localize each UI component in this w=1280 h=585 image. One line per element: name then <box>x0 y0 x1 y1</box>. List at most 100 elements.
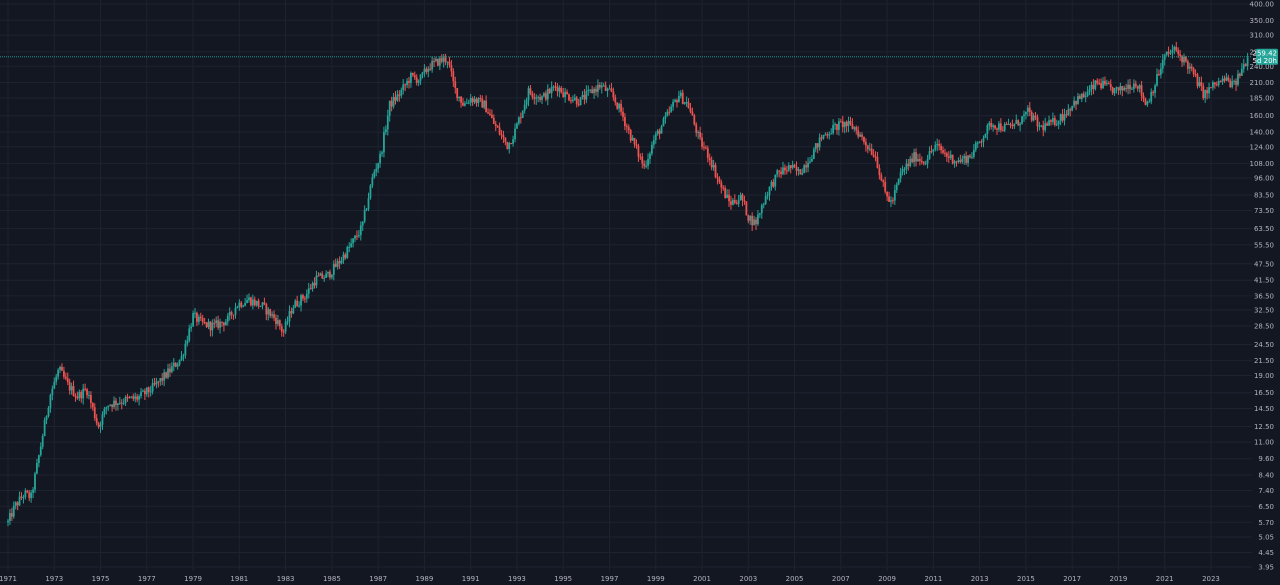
candle-body <box>7 520 9 523</box>
candle-body <box>340 260 343 264</box>
candle-body <box>448 61 451 66</box>
candle-body <box>523 104 526 111</box>
candle-body <box>454 81 457 89</box>
candle-body <box>201 318 204 323</box>
candle-body <box>1219 80 1222 82</box>
candle-body <box>275 317 277 325</box>
candle-body <box>45 416 48 421</box>
candle-body <box>637 145 640 157</box>
candle-body <box>853 127 856 129</box>
candle-body <box>1111 87 1114 94</box>
candle-body <box>1239 73 1241 76</box>
candle-body <box>190 326 193 329</box>
candle-body <box>410 73 412 83</box>
candle-body <box>363 209 366 222</box>
candle-body <box>587 89 590 91</box>
candle-body <box>465 102 468 104</box>
candle-body <box>375 168 378 172</box>
candle-body <box>292 307 295 314</box>
candle-body <box>1059 114 1062 122</box>
candle-body <box>641 156 644 164</box>
candle-body <box>273 314 275 318</box>
x-axis[interactable]: 1971 1973 1975 1977 1979 1981 1983 1985 1987 1989… <box>0 575 1220 583</box>
candle-body <box>381 152 383 154</box>
candle-body <box>988 122 991 126</box>
candle-body <box>1069 109 1072 111</box>
candle-body <box>838 121 840 130</box>
candle-body <box>126 396 129 398</box>
candle-body <box>691 111 694 116</box>
candle-body <box>512 139 514 144</box>
candle-body <box>591 89 594 94</box>
candle-body <box>868 148 871 150</box>
candle-body <box>427 68 430 72</box>
candle-body <box>59 366 61 370</box>
candle-body <box>259 306 262 308</box>
candle-body <box>1213 82 1216 85</box>
candle-body <box>1194 74 1197 76</box>
candle-body <box>1235 80 1237 85</box>
candle-body <box>733 199 736 203</box>
candle-body <box>712 164 715 168</box>
candle-body <box>1146 101 1149 105</box>
candle-body <box>357 235 360 237</box>
candle-body <box>878 168 881 176</box>
candle-body <box>396 94 399 101</box>
candle-body <box>298 305 301 307</box>
candle-body <box>1107 83 1110 85</box>
candle-body <box>22 497 25 499</box>
candle-body <box>1086 91 1089 97</box>
y-axis[interactable]: 3.95 4.45 5.05 5.70 6.50 7.40 8.40 9.60 11.00 12.… <box>1250 1 1275 572</box>
candle-body <box>373 171 376 178</box>
candle-body <box>1023 114 1025 117</box>
candle-body <box>384 129 387 133</box>
candle-body <box>1171 50 1174 53</box>
candle-body <box>861 134 863 137</box>
candle-body <box>496 125 499 128</box>
candle-body <box>383 132 385 153</box>
candle-body <box>782 167 784 175</box>
candle-body <box>930 151 933 153</box>
candle-body <box>558 87 561 92</box>
candle-body <box>924 163 927 165</box>
candle-body <box>132 396 135 399</box>
candle-body <box>1144 98 1147 105</box>
candle-body <box>978 141 981 143</box>
candle-body <box>911 158 914 163</box>
candle-body <box>400 89 403 96</box>
candle-body <box>918 159 921 161</box>
candle-body <box>1088 89 1091 92</box>
candle-body <box>1227 77 1230 81</box>
candle-body <box>130 396 133 398</box>
candle-body <box>639 156 642 158</box>
candle-body <box>577 104 580 106</box>
candle-body <box>1134 83 1137 87</box>
candle-body <box>236 306 239 308</box>
candle-body <box>660 126 663 134</box>
candle-body <box>915 152 917 162</box>
x-tick-label: 1997 <box>601 575 619 583</box>
candle-body <box>593 88 595 94</box>
candle-body <box>629 130 632 141</box>
candle-body <box>444 57 447 63</box>
y-tick-label: 240.00 <box>1250 63 1275 71</box>
candle-body <box>757 214 759 225</box>
candle-body <box>53 381 56 389</box>
candle-body <box>793 164 796 167</box>
candle-body <box>311 282 314 289</box>
candle-body <box>880 175 883 181</box>
candle-body <box>467 102 470 104</box>
candle-body <box>1052 118 1054 122</box>
candle-body <box>884 181 887 192</box>
candle-body <box>1013 123 1016 127</box>
candle-body <box>145 387 148 395</box>
candle-body <box>1240 68 1243 76</box>
candle-body <box>753 219 755 226</box>
candle-body <box>1229 80 1232 87</box>
candle-body <box>1025 111 1027 115</box>
candle-body <box>674 100 676 102</box>
candle-body <box>475 98 478 104</box>
candle-body <box>901 169 904 173</box>
